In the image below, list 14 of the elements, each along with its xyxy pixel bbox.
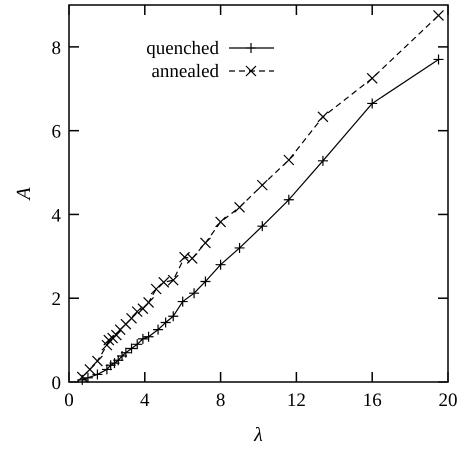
y-tick-label: 0	[52, 373, 61, 394]
y-tick-label: 2	[52, 289, 61, 310]
x-tick-label: 20	[438, 390, 458, 411]
legend-label: annealed	[151, 61, 220, 82]
x-tick-label: 16	[362, 390, 382, 411]
y-tick-label: 6	[52, 122, 61, 143]
x-axis-title: λ	[253, 424, 264, 446]
x-tick-label: 4	[140, 390, 150, 411]
y-tick-label: 4	[52, 205, 62, 226]
legend-label: quenched	[146, 38, 220, 59]
x-tick-label: 8	[216, 390, 226, 411]
x-tick-label: 12	[286, 390, 306, 411]
y-axis-title: A	[13, 186, 35, 202]
y-tick-label: 8	[52, 38, 61, 59]
